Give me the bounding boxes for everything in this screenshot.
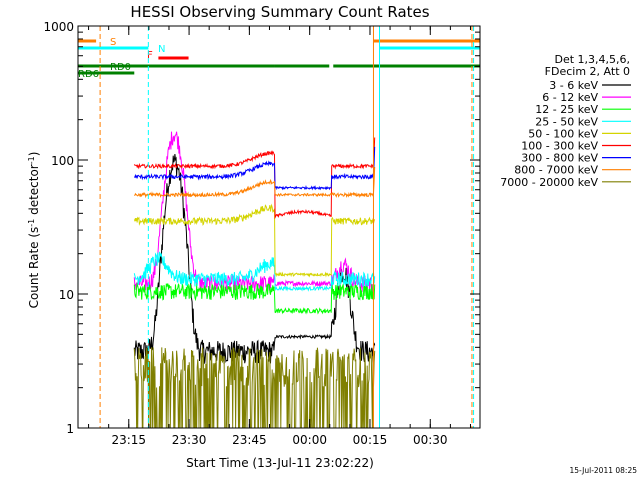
attenuator-lines bbox=[99, 26, 475, 428]
y-tick-label: 100 bbox=[51, 154, 74, 168]
flag-label-s: S bbox=[110, 37, 116, 48]
axes: 1 10 100 1000 23:15 23:30 23:45 00:00 00:15 00:30 bbox=[43, 20, 481, 447]
series-line-s9 bbox=[133, 347, 376, 429]
series-line-s4 bbox=[133, 251, 376, 292]
x-tick-label: 00:30 bbox=[413, 433, 448, 447]
y-tick-label: 1 bbox=[66, 422, 74, 436]
series-line-s1 bbox=[133, 153, 376, 364]
x-tick-label: 23:15 bbox=[111, 433, 146, 447]
legend: Det 1,3,4,5,6,FDecim 2, Att 03 - 6 keV6 … bbox=[500, 53, 631, 189]
y-axis-label: Count Rate (s-1 detector-1) bbox=[27, 152, 42, 309]
flag-label-rd0: RD0 bbox=[110, 62, 131, 73]
legend-label-s1: 3 - 6 keV bbox=[549, 79, 598, 92]
legend-label-s5: 50 - 100 keV bbox=[528, 127, 598, 140]
legend-label-s9: 7000 - 20000 keV bbox=[500, 176, 598, 189]
plot-frame bbox=[77, 25, 481, 429]
x-tick-label: 23:45 bbox=[232, 433, 267, 447]
legend-label-s8: 800 - 7000 keV bbox=[514, 164, 598, 177]
series-line-s7 bbox=[133, 146, 376, 191]
status-flags: S NF RD0 RD6 bbox=[78, 37, 480, 80]
series-line-s8 bbox=[134, 166, 376, 199]
legend-header-1: FDecim 2, Att 0 bbox=[545, 65, 630, 78]
series-line-s3 bbox=[133, 282, 376, 315]
flag-label-n: N bbox=[158, 44, 165, 55]
chart-title: HESSI Observing Summary Count Rates bbox=[130, 3, 429, 21]
x-axis-label: Start Time (13-Jul-11 23:02:22) bbox=[186, 456, 374, 470]
x-tick-label: 00:15 bbox=[353, 433, 388, 447]
x-tick-label: 23:30 bbox=[172, 433, 207, 447]
timestamp-footer: 15-Jul-2011 08:25 bbox=[569, 466, 637, 475]
legend-label-s4: 25 - 50 keV bbox=[535, 115, 598, 128]
flag-label-f: F bbox=[147, 50, 153, 61]
y-tick-label: 10 bbox=[59, 288, 74, 302]
legend-label-s6: 100 - 300 keV bbox=[521, 140, 598, 153]
flag-label-rd6: RD6 bbox=[78, 69, 99, 80]
series-lines bbox=[133, 131, 376, 429]
legend-header-0: Det 1,3,4,5,6, bbox=[554, 53, 630, 66]
legend-label-s3: 12 - 25 keV bbox=[535, 103, 598, 116]
series-line-s5 bbox=[133, 203, 376, 278]
series-line-s6 bbox=[133, 137, 376, 220]
legend-label-s2: 6 - 12 keV bbox=[542, 91, 598, 104]
legend-label-s7: 300 - 800 keV bbox=[521, 152, 598, 165]
x-tick-label: 00:00 bbox=[292, 433, 327, 447]
y-tick-label: 1000 bbox=[43, 20, 74, 34]
